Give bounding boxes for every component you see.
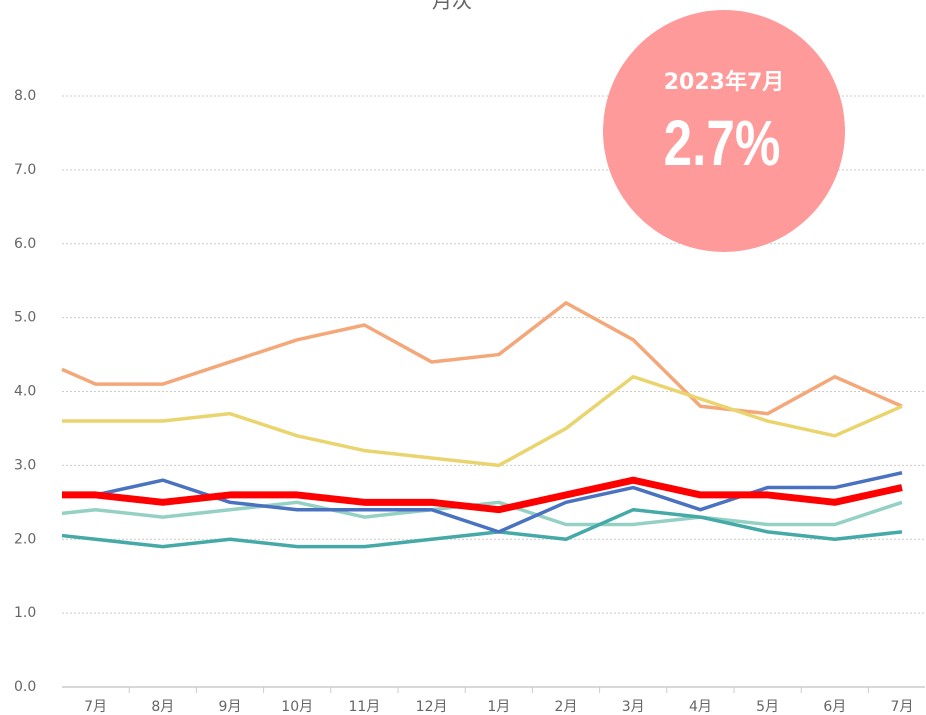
x-tick-label: 7月 (891, 699, 914, 715)
y-tick-label: 8.0 (14, 88, 36, 104)
annotation-badge (603, 10, 845, 252)
line-series (62, 476, 903, 514)
annotation-label: 2023年7月 (664, 69, 785, 95)
x-tick-label: 7月 (84, 699, 107, 715)
y-tick-label: 7.0 (14, 162, 36, 178)
x-tick-label: 2月 (555, 699, 578, 715)
x-tick-label: 12月 (416, 699, 448, 715)
y-tick-label: 6.0 (14, 236, 36, 252)
line-series (61, 301, 903, 416)
x-tick-label: 9月 (219, 699, 242, 715)
y-tick-label: 3.0 (14, 457, 36, 473)
y-tick-label: 0.0 (14, 679, 36, 695)
y-tick-label: 2.0 (14, 531, 36, 547)
chart-title: 月次 (432, 0, 472, 13)
x-tick-label: 1月 (487, 699, 510, 715)
line-series (61, 507, 903, 549)
annotation-value: 2.7% (664, 109, 781, 180)
line-series (62, 471, 903, 534)
y-tick-label: 1.0 (14, 605, 36, 621)
x-tick-label: 6月 (823, 699, 846, 715)
x-tick-label: 3月 (622, 699, 645, 715)
x-tick-label: 5月 (756, 699, 779, 715)
x-tick-label: 4月 (689, 699, 712, 715)
y-tick-label: 5.0 (14, 310, 36, 326)
x-tick-label: 8月 (151, 699, 174, 715)
y-tick-label: 4.0 (14, 384, 36, 400)
line-series (62, 374, 903, 468)
x-tick-label: 11月 (348, 699, 380, 715)
x-tick-label: 10月 (281, 699, 313, 715)
